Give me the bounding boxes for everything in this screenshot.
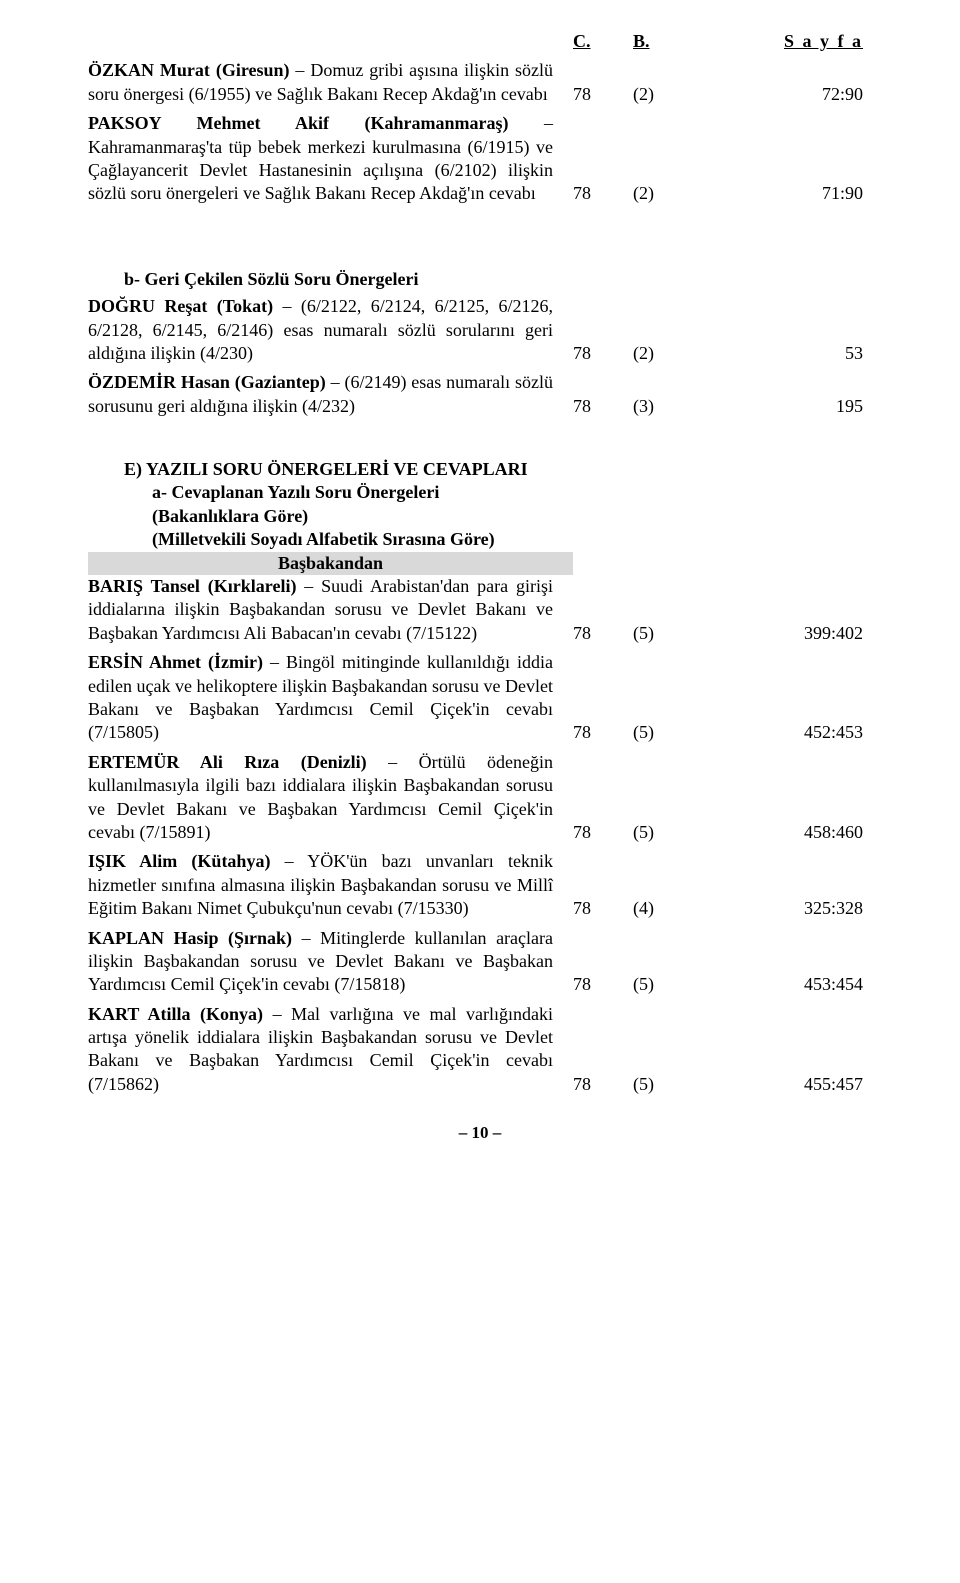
entry-description: BARIŞ Tansel (Kırklareli) – Suudi Arabis… (88, 575, 573, 645)
entry-b-value: (5) (633, 927, 713, 997)
section-e-sub2: (Bakanlıklara Göre) (124, 505, 872, 528)
entry-s-value: 399:402 (713, 575, 863, 645)
section-e-block: E) YAZILI SORU ÖNERGELERİ VE CEVAPLARI a… (88, 458, 872, 552)
entry-b-value: (5) (633, 1003, 713, 1097)
entry-s-value: 53 (713, 295, 863, 365)
entry-row: ÖZDEMİR Hasan (Gaziantep) – (6/2149) esa… (88, 371, 872, 418)
entry-row: KAPLAN Hasip (Şırnak) – Mitinglerde kull… (88, 927, 872, 997)
entry-description: IŞIK Alim (Kütahya) – YÖK'ün bazı unvanl… (88, 850, 573, 920)
header-sayfa: S a y f a (713, 30, 863, 53)
entry-c-value: 78 (573, 1003, 633, 1097)
section-e-sub3: (Milletvekili Soyadı Alfabetik Sırasına … (124, 528, 872, 551)
entry-row: PAKSOY Mehmet Akif (Kahramanmaraş) – Kah… (88, 112, 872, 206)
entry-description: PAKSOY Mehmet Akif (Kahramanmaraş) – Kah… (88, 112, 573, 206)
entry-b-value: (5) (633, 751, 713, 845)
entry-c-value: 78 (573, 751, 633, 845)
entry-s-value: 453:454 (713, 927, 863, 997)
entry-s-value: 72:90 (713, 59, 863, 106)
page-number: – 10 – (88, 1122, 872, 1144)
entry-b-value: (5) (633, 651, 713, 745)
entry-description: DOĞRU Reşat (Tokat) – (6/2122, 6/2124, 6… (88, 295, 573, 365)
entry-s-value: 195 (713, 371, 863, 418)
entry-description: KAPLAN Hasip (Şırnak) – Mitinglerde kull… (88, 927, 573, 997)
entry-b-value: (2) (633, 295, 713, 365)
entry-description: ÖZKAN Murat (Giresun) – Domuz gribi aşıs… (88, 59, 573, 106)
column-header-row: C. B. S a y f a (88, 30, 872, 53)
section-e-sub1: a- Cevaplanan Yazılı Soru Önergeleri (124, 481, 872, 504)
entry-description: KART Atilla (Konya) – Mal varlığına ve m… (88, 1003, 573, 1097)
entry-c-value: 78 (573, 112, 633, 206)
entry-description: ERTEMÜR Ali Rıza (Denizli) – Örtülü öden… (88, 751, 573, 845)
header-spacer (88, 30, 573, 53)
entry-row: DOĞRU Reşat (Tokat) – (6/2122, 6/2124, 6… (88, 295, 872, 365)
entry-row: ÖZKAN Murat (Giresun) – Domuz gribi aşıs… (88, 59, 872, 106)
section-b-heading: b- Geri Çekilen Sözlü Soru Önergeleri (88, 268, 872, 291)
entry-c-value: 78 (573, 575, 633, 645)
entry-description: ÖZDEMİR Hasan (Gaziantep) – (6/2149) esa… (88, 371, 573, 418)
entry-b-value: (3) (633, 371, 713, 418)
entry-row: BARIŞ Tansel (Kırklareli) – Suudi Arabis… (88, 575, 872, 645)
entry-row: IŞIK Alim (Kütahya) – YÖK'ün bazı unvanl… (88, 850, 872, 920)
entry-c-value: 78 (573, 59, 633, 106)
entry-b-value: (2) (633, 59, 713, 106)
entry-c-value: 78 (573, 651, 633, 745)
entry-s-value: 325:328 (713, 850, 863, 920)
entry-c-value: 78 (573, 295, 633, 365)
entry-c-value: 78 (573, 927, 633, 997)
entry-description: ERSİN Ahmet (İzmir) – Bingöl mitinginde … (88, 651, 573, 745)
entry-b-value: (2) (633, 112, 713, 206)
entry-s-value: 71:90 (713, 112, 863, 206)
section-e-highlight: Başbakandan (88, 552, 573, 575)
entry-b-value: (4) (633, 850, 713, 920)
header-b: B. (633, 30, 713, 53)
entry-row: KART Atilla (Konya) – Mal varlığına ve m… (88, 1003, 872, 1097)
entry-row: ERSİN Ahmet (İzmir) – Bingöl mitinginde … (88, 651, 872, 745)
entry-b-value: (5) (633, 575, 713, 645)
section-e-title: E) YAZILI SORU ÖNERGELERİ VE CEVAPLARI (124, 458, 872, 481)
entry-s-value: 458:460 (713, 751, 863, 845)
entry-s-value: 452:453 (713, 651, 863, 745)
entry-s-value: 455:457 (713, 1003, 863, 1097)
entry-c-value: 78 (573, 850, 633, 920)
entry-row: ERTEMÜR Ali Rıza (Denizli) – Örtülü öden… (88, 751, 872, 845)
entry-c-value: 78 (573, 371, 633, 418)
header-c: C. (573, 30, 633, 53)
